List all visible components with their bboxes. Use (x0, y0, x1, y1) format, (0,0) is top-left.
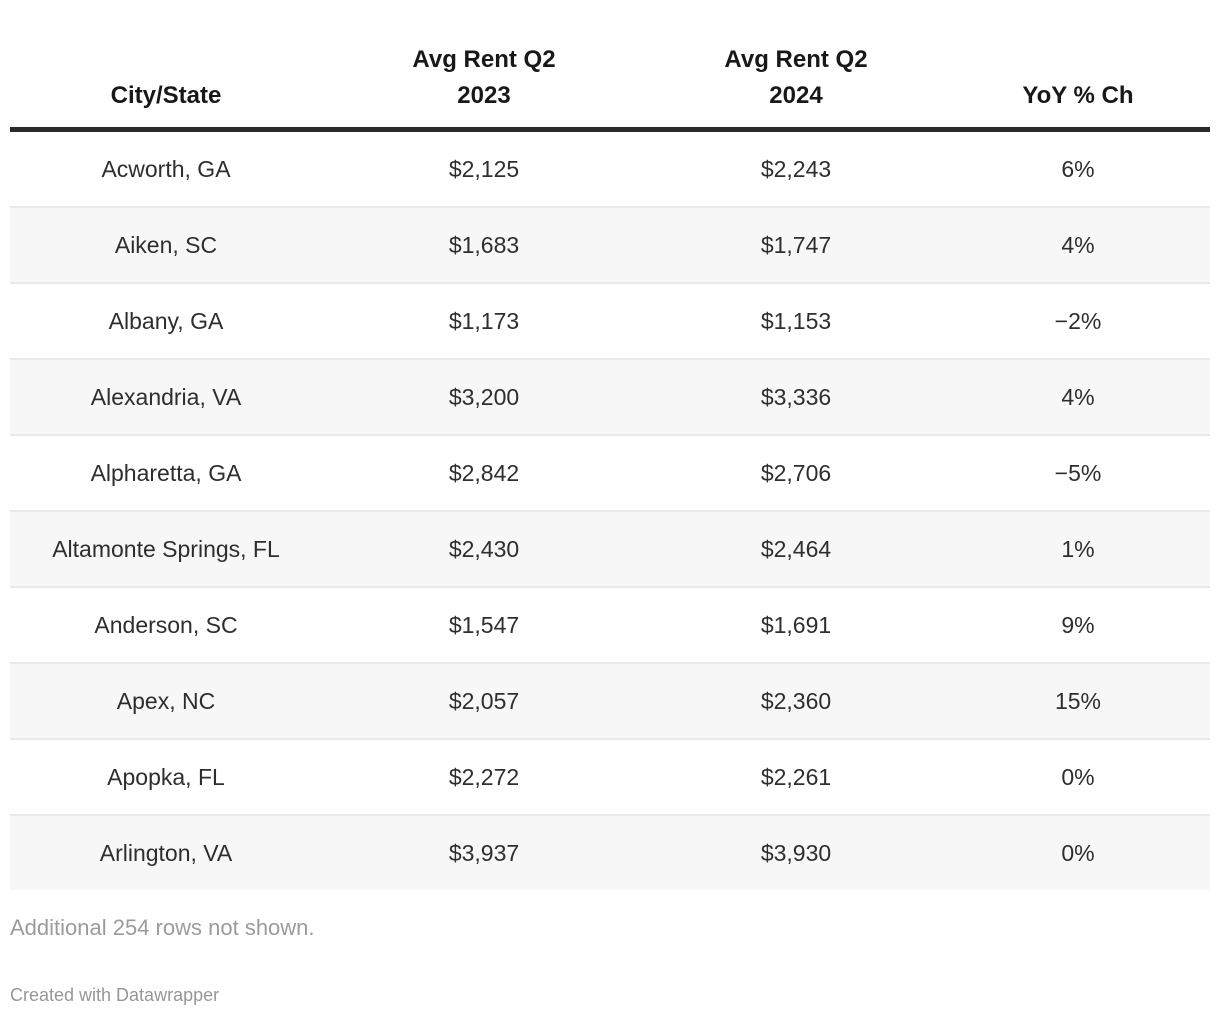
cell-rent-q2-2023: $2,057 (322, 662, 646, 739)
cell-yoy-change: 15% (946, 662, 1210, 739)
city-label: Alexandria, VA (90, 384, 242, 410)
city-label: Aiken, SC (114, 232, 218, 258)
cell-rent-q2-2023: $1,173 (322, 282, 646, 359)
cell-rent-q2-2024: $1,691 (646, 586, 946, 663)
cell-yoy-change: −2% (946, 282, 1210, 359)
table-row: Altamonte Springs, FL $2,430 $2,464 1% (10, 510, 1210, 587)
cell-city: Alpharetta, GA (10, 434, 322, 511)
cell-city: Arlington, VA (10, 814, 322, 890)
cell-city: Aiken, SC (10, 206, 322, 283)
cell-city: Anderson, SC (10, 586, 322, 663)
table-row: Anderson, SC $1,547 $1,691 9% (10, 586, 1210, 663)
city-label: Anderson, SC (94, 612, 238, 638)
cell-rent-q2-2024: $3,930 (646, 814, 946, 890)
table-row: Aiken, SC $1,683 $1,747 4% (10, 206, 1210, 283)
cell-rent-q2-2024: $2,464 (646, 510, 946, 587)
cell-rent-q2-2024: $2,243 (760, 156, 832, 182)
table-container: City/State Avg Rent Q2 2023 Avg Rent Q2 … (10, 0, 1210, 1006)
city-label: Alpharetta, GA (90, 460, 242, 486)
table-header: City/State Avg Rent Q2 2023 Avg Rent Q2 … (10, 0, 1210, 132)
cell-rent-q2-2023: $2,842 (322, 434, 646, 511)
header-row: City/State Avg Rent Q2 2023 Avg Rent Q2 … (10, 0, 1210, 132)
table-row: Acworth, GA $2,125 $2,243 6% (10, 129, 1210, 208)
cell-yoy-change: 4% (946, 358, 1210, 435)
cell-yoy-change: 4% (946, 206, 1210, 283)
cell-rent-q2-2024: $3,336 (646, 358, 946, 435)
column-header-label: YoY % Ch (1022, 82, 1134, 109)
cell-rent-q2-2024: $2,360 (646, 662, 946, 739)
rent-table: City/State Avg Rent Q2 2023 Avg Rent Q2 … (10, 0, 1210, 890)
table-body: Acworth, GA $2,125 $2,243 6% Aiken, SC $… (10, 129, 1210, 890)
column-header-label: City/State (110, 82, 222, 109)
cell-yoy-change: −5% (946, 434, 1210, 511)
cell-rent-q2-2024: $2,706 (646, 434, 946, 511)
column-header-label: Avg Rent Q2 2023 (412, 46, 556, 109)
city-label: Apopka, FL (107, 764, 225, 790)
table-row: Arlington, VA $3,937 $3,930 0% (10, 814, 1210, 890)
datawrapper-attribution-link[interactable]: Created with Datawrapper (10, 985, 220, 1005)
city-label: Altamonte Springs, FL (52, 536, 280, 562)
cell-rent-q2-2023: $2,125 (448, 156, 520, 182)
cell-rent-q2-2023: $1,683 (322, 206, 646, 283)
cell-rent-q2-2024: $2,261 (646, 738, 946, 815)
cell-city: Apex, NC (10, 662, 322, 739)
city-label: Albany, GA (108, 308, 224, 334)
cell-yoy-change: 0% (946, 814, 1210, 890)
column-header-rent-q2-2024: Avg Rent Q2 2024 (646, 0, 946, 132)
rows-not-shown-note: Additional 254 rows not shown. (10, 915, 315, 940)
datawrapper-attribution: Created with Datawrapper (10, 984, 1210, 1006)
cell-rent-q2-2023: $3,937 (322, 814, 646, 890)
cell-rent-q2-2023: $2,272 (322, 738, 646, 815)
table-row: Albany, GA $1,173 $1,153 −2% (10, 282, 1210, 359)
column-header-city-state: City/State (10, 0, 322, 132)
table-row: Alexandria, VA $3,200 $3,336 4% (10, 358, 1210, 435)
cell-yoy-change: 6% (1061, 156, 1095, 182)
column-header-rent-q2-2023: Avg Rent Q2 2023 (322, 0, 646, 132)
cell-city: Alexandria, VA (10, 358, 322, 435)
cell-yoy-change: 1% (946, 510, 1210, 587)
cell-yoy-change: 9% (946, 586, 1210, 663)
column-header-yoy-change: YoY % Ch (946, 0, 1210, 132)
table-row: Apex, NC $2,057 $2,360 15% (10, 662, 1210, 739)
cell-city: Altamonte Springs, FL (10, 510, 322, 587)
cell-rent-q2-2023: $2,430 (322, 510, 646, 587)
cell-city: Albany, GA (10, 282, 322, 359)
table-row: Apopka, FL $2,272 $2,261 0% (10, 738, 1210, 815)
city-label: Arlington, VA (99, 840, 233, 866)
city-label: Apex, NC (116, 688, 216, 714)
cell-city: Apopka, FL (10, 738, 322, 815)
cell-rent-q2-2023: $3,200 (322, 358, 646, 435)
cell-yoy-change: 0% (946, 738, 1210, 815)
cell-city: Acworth, GA (10, 130, 322, 208)
cell-rent-q2-2023: $1,547 (322, 586, 646, 663)
cell-rent-q2-2024: $1,153 (646, 282, 946, 359)
column-header-label: Avg Rent Q2 2024 (724, 46, 868, 109)
cell-rent-q2-2024: $1,747 (646, 206, 946, 283)
city-label: Acworth, GA (101, 156, 231, 182)
table-row: Alpharetta, GA $2,842 $2,706 −5% (10, 434, 1210, 511)
